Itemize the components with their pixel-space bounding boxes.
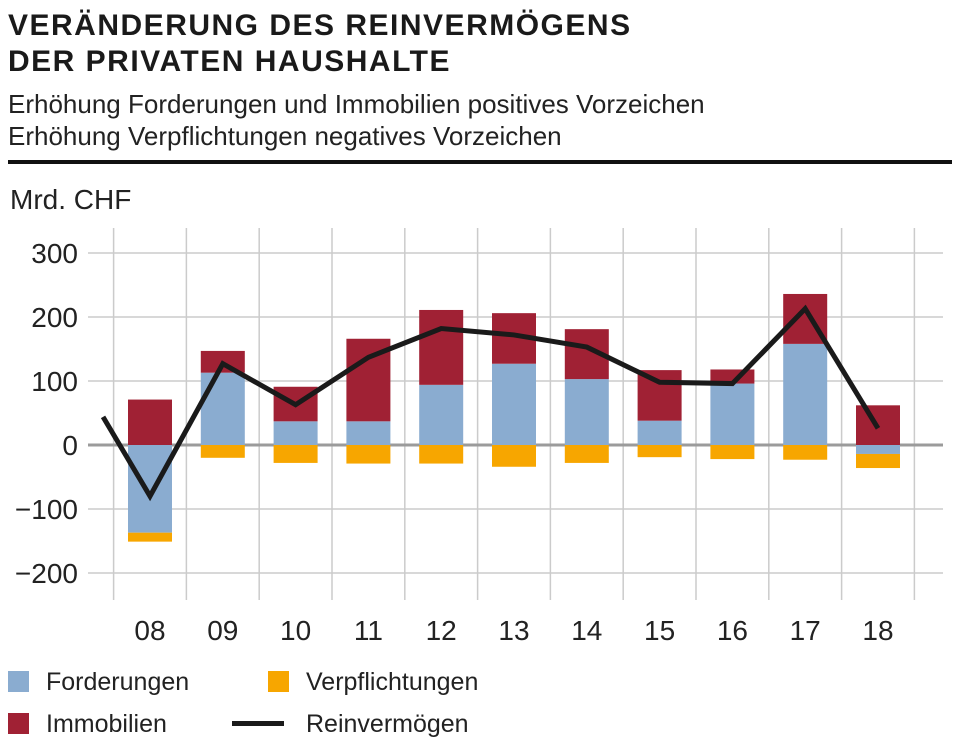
legend-swatch-verpflichtungen: [268, 671, 289, 692]
bar-forderungen: [710, 383, 755, 445]
bar-verpflichtungen: [783, 445, 828, 460]
page-title: VERÄNDERUNG DES REINVERMÖGENS DER PRIVAT…: [8, 8, 632, 80]
y-tick-label: −200: [15, 558, 78, 589]
legend-label-verpflichtungen: Verpflichtungen: [306, 668, 479, 696]
legend-line-swatch-reinvermoegen: [232, 721, 284, 726]
x-tick-label: 11: [354, 615, 383, 646]
bar-verpflichtungen: [492, 445, 536, 467]
y-axis-unit-label: Mrd. CHF: [10, 184, 132, 215]
chart-area: 300 200 100 0 −100 −200 08 09 10 11 12 13 14 15 16 17 18: [0, 212, 960, 657]
legend-swatch-forderungen: [8, 671, 29, 692]
bar-verpflichtungen: [564, 445, 609, 463]
legend-label-forderungen: Forderungen: [46, 668, 190, 696]
bar-forderungen: [492, 363, 536, 445]
subtitle-line-2: Erhöhung Verpflichtungen negatives Vorze…: [8, 121, 562, 151]
subtitle-line-1: Erhöhung Forderungen und Immobilien posi…: [8, 89, 705, 119]
bar-forderungen: [200, 372, 245, 445]
x-tick-label: 10: [280, 615, 311, 646]
bar-verpflichtungen: [128, 532, 172, 542]
bar-immobilien: [419, 309, 464, 385]
x-tick-label: 08: [134, 615, 165, 646]
bar-forderungen: [346, 421, 391, 445]
page-subtitle: Erhöhung Forderungen und Immobilien posi…: [8, 88, 705, 152]
bar-verpflichtungen: [273, 445, 318, 463]
x-tick-label: 17: [790, 615, 821, 646]
bar-immobilien: [637, 370, 682, 421]
y-tick-label: 300: [31, 238, 78, 269]
bar-forderungen: [783, 343, 828, 445]
bar-verpflichtungen: [200, 445, 245, 458]
bar-forderungen: [637, 420, 682, 445]
bar-verpflichtungen: [346, 445, 391, 464]
legend-label-reinvermoegen: Reinvermögen: [306, 710, 469, 738]
legend-swatch-immobilien: [8, 713, 29, 734]
bar-forderungen: [273, 421, 318, 445]
title-divider: [8, 160, 952, 164]
bar-verpflichtungen: [856, 453, 900, 469]
bar-forderungen: [564, 379, 609, 445]
title-line-2: DER PRIVATEN HAUSHALTE: [8, 45, 452, 78]
x-tick-label: 18: [862, 615, 893, 646]
bar-verpflichtungen: [637, 445, 682, 458]
x-tick-label: 15: [644, 615, 675, 646]
bar-forderungen: [856, 445, 900, 454]
x-tick-label: 16: [717, 615, 748, 646]
trend-line-reinvermoegen: [100, 304, 881, 502]
y-tick-label: −100: [15, 494, 78, 525]
y-tick-label: 200: [31, 302, 78, 333]
title-line-1: VERÄNDERUNG DES REINVERMÖGENS: [8, 9, 632, 42]
y-tick-label: 100: [31, 366, 78, 397]
x-tick-label: 13: [498, 615, 529, 646]
x-tick-label: 14: [571, 615, 602, 646]
bar-verpflichtungen: [419, 445, 464, 464]
bar-immobilien: [128, 399, 172, 445]
x-tick-label: 12: [426, 615, 457, 646]
stacked-bar-line-chart: 300 200 100 0 −100 −200 08 09 10 11 12 13 14 15 16 17 18: [15, 228, 943, 646]
bar-forderungen: [419, 384, 464, 445]
bar-forderungen: [128, 445, 172, 533]
x-tick-label: 09: [207, 615, 238, 646]
legend-label-immobilien: Immobilien: [46, 710, 167, 738]
bar-verpflichtungen: [710, 445, 755, 460]
y-tick-label: 0: [62, 430, 78, 461]
